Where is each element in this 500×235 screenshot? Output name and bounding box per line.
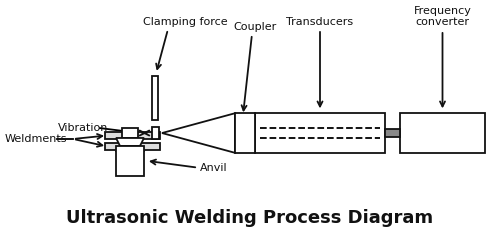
Bar (105, 132, 160, 139)
Bar (152, 127, 158, 139)
Text: Weldments: Weldments (5, 134, 68, 144)
Text: Coupler: Coupler (234, 22, 276, 32)
Polygon shape (162, 113, 235, 153)
Bar (255, 113, 385, 153)
Text: Frequency
converter: Frequency converter (414, 5, 472, 27)
Text: Transducers: Transducers (286, 17, 354, 27)
Bar (385, 129, 400, 137)
Text: Anvil: Anvil (200, 163, 228, 173)
Text: Vibration: Vibration (58, 123, 108, 133)
Text: Ultrasonic Welding Process Diagram: Ultrasonic Welding Process Diagram (66, 209, 434, 227)
Bar (122, 128, 138, 138)
Polygon shape (116, 138, 144, 146)
Bar (400, 113, 485, 153)
Bar (105, 143, 160, 150)
Bar (116, 146, 144, 176)
Text: Clamping force: Clamping force (142, 17, 228, 27)
Bar (152, 76, 158, 120)
Bar (235, 113, 255, 153)
